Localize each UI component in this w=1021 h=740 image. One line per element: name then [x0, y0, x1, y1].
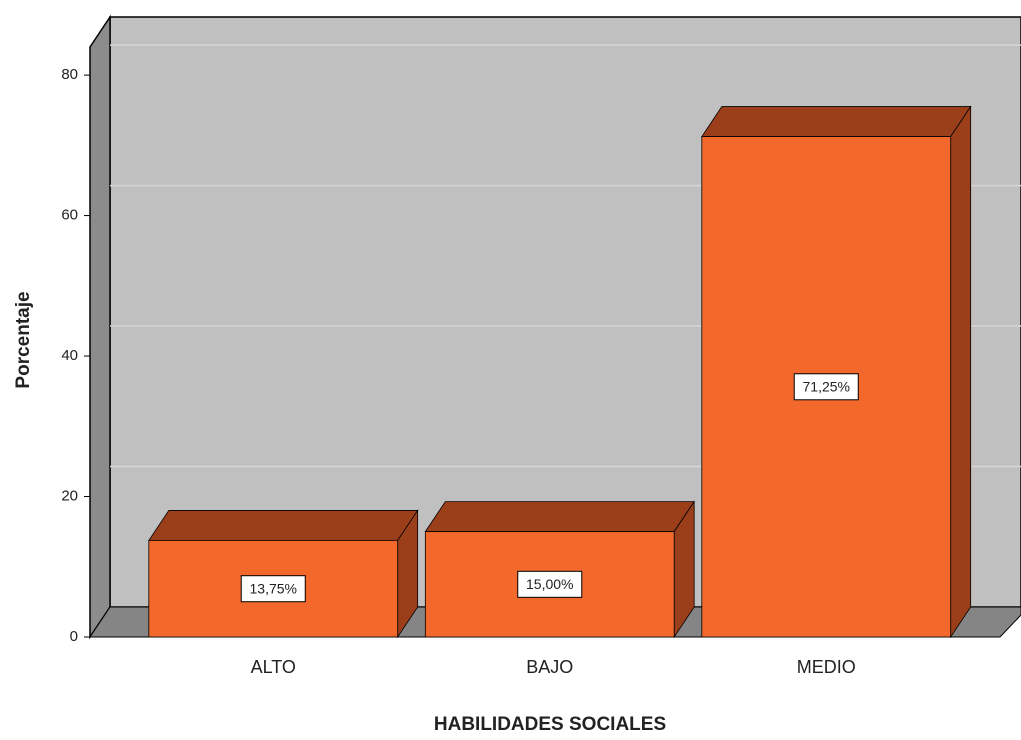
x-axis-title: HABILIDADES SOCIALES — [434, 714, 666, 735]
value-label-box — [240, 575, 306, 603]
bars: 13,75% 15,00% 71,25% — [148, 105, 972, 639]
value-label: 13,75% — [250, 580, 297, 596]
y-tick-label: 20 — [61, 487, 78, 504]
x-tick-label: MEDIO — [797, 657, 856, 677]
bar-top — [424, 501, 695, 533]
x-tick-label: ALTO — [251, 657, 296, 677]
left-wall — [89, 14, 111, 640]
value-label-box — [517, 570, 583, 598]
value-label: 71,25% — [803, 378, 850, 394]
y-tick-label: 80 — [61, 66, 78, 83]
value-label-box — [793, 373, 859, 401]
bar-top — [148, 510, 419, 541]
y-axis-title: Porcentaje — [13, 291, 34, 388]
bar-top — [701, 106, 972, 137]
bar-side — [950, 105, 972, 639]
x-tick-label: BAJO — [526, 657, 573, 677]
y-tick-label: 60 — [61, 207, 78, 224]
value-label: 15,00% — [526, 576, 573, 592]
y-tick-label: 0 — [70, 628, 78, 645]
y-tick-label: 40 — [61, 347, 78, 364]
